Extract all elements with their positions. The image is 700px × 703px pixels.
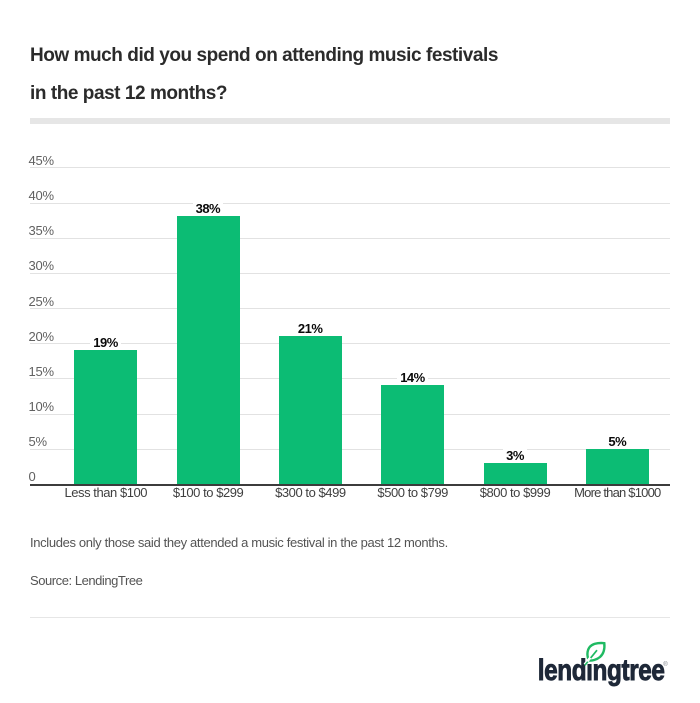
svg-text:lendıngtree: lendıngtree <box>538 653 665 687</box>
svg-text:®: ® <box>663 661 668 668</box>
